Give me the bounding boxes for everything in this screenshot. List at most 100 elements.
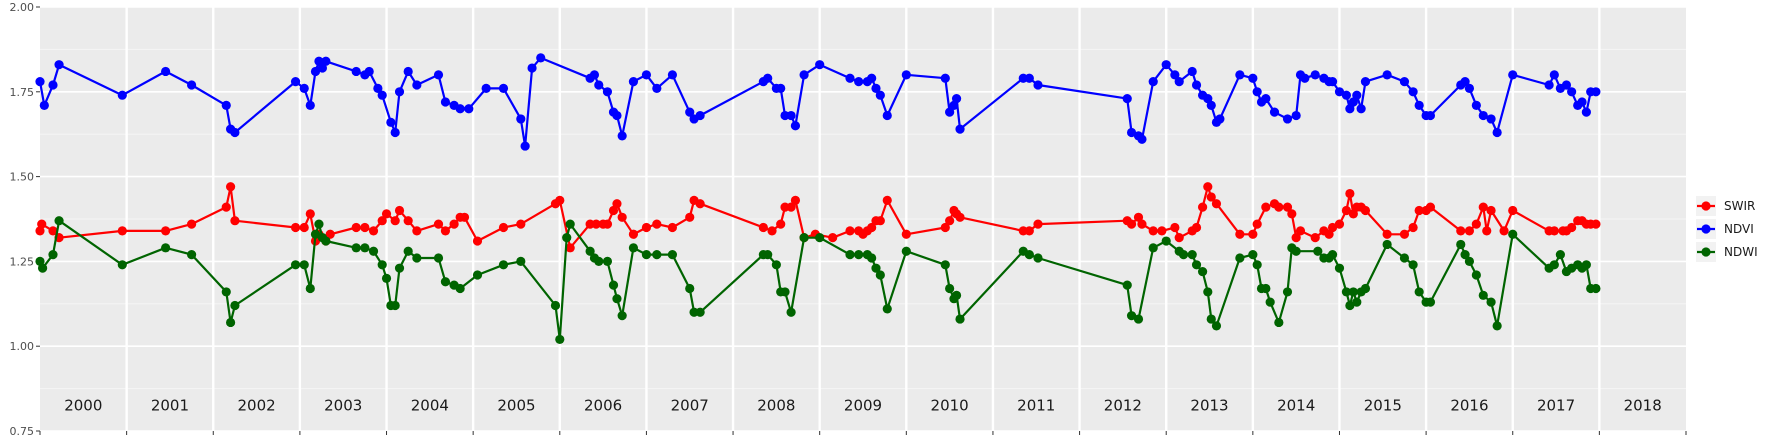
data-point [373, 83, 383, 94]
data-point [1126, 311, 1137, 321]
data-point [685, 107, 695, 117]
data-point [901, 246, 911, 256]
data-point [845, 250, 855, 260]
data-point [161, 243, 171, 253]
data-point [412, 80, 422, 90]
data-point [390, 127, 400, 138]
series-ndvi [35, 53, 1601, 151]
data-point [565, 219, 575, 229]
data-point [1324, 229, 1334, 239]
data-point [845, 73, 855, 83]
data-point [1408, 260, 1418, 270]
data-point [440, 277, 451, 287]
year-label: 2015 [1364, 397, 1402, 415]
data-point [290, 77, 301, 87]
data-point [351, 222, 361, 233]
data-point [433, 70, 444, 80]
year-label: 2002 [237, 397, 275, 415]
data-point [1148, 226, 1158, 236]
data-point [1549, 260, 1559, 270]
data-point [685, 212, 695, 222]
data-point [1567, 222, 1577, 233]
data-point [1191, 80, 1202, 90]
data-point [1425, 110, 1436, 121]
data-point [585, 246, 595, 256]
year-label: 2006 [584, 397, 622, 415]
data-point [1591, 87, 1601, 97]
data-point [317, 63, 328, 73]
data-point [1157, 226, 1167, 236]
data-point [35, 77, 45, 87]
y-tick-label: 1.25 [10, 255, 35, 268]
data-point [394, 263, 405, 273]
year-label: 2018 [1624, 397, 1662, 415]
data-point [667, 250, 678, 260]
data-point [1478, 202, 1488, 212]
data-point [1591, 283, 1601, 294]
data-point [1414, 287, 1424, 297]
data-point [1197, 202, 1208, 212]
data-point [520, 141, 530, 151]
data-point [1248, 250, 1258, 260]
data-point [1478, 110, 1488, 121]
data-point [1161, 60, 1171, 70]
data-point [1206, 192, 1216, 202]
data-point [48, 226, 58, 236]
data-point [117, 226, 127, 236]
data-point [433, 253, 444, 263]
data-point [1460, 77, 1470, 87]
data-point [225, 182, 236, 192]
data-point [351, 66, 361, 77]
data-point [368, 226, 379, 236]
y-tick-label: 2.00 [10, 1, 35, 14]
data-point [608, 205, 619, 216]
year-label: 2013 [1190, 397, 1228, 415]
data-point [299, 260, 309, 270]
data-point [481, 83, 491, 94]
data-point [1360, 77, 1371, 87]
data-point [1382, 229, 1392, 239]
data-point [230, 300, 240, 311]
data-point [612, 294, 622, 304]
legend-key-point [1701, 201, 1711, 211]
data-point [1348, 287, 1358, 297]
data-point [945, 107, 955, 117]
x-axis: 2000 2001 2002 2003 2004 2005 2006 2007 2008 2009… [39, 397, 1687, 435]
y-tick-label: 1.75 [10, 86, 35, 99]
data-point [459, 212, 470, 222]
data-point [555, 334, 565, 345]
data-point [641, 222, 652, 233]
legend-key-point [1701, 224, 1711, 234]
data-point [1492, 127, 1502, 138]
data-point [48, 250, 58, 260]
legend-key-point [1701, 247, 1711, 257]
legend-label: SWIR [1724, 199, 1755, 213]
data-point [39, 100, 49, 110]
data-point [1024, 73, 1034, 83]
data-point [1265, 297, 1275, 307]
data-point [815, 60, 825, 70]
year-label: 2000 [64, 397, 102, 415]
data-point [1191, 260, 1202, 270]
data-point [1327, 250, 1338, 260]
data-point [1425, 297, 1436, 307]
data-point [1352, 297, 1362, 307]
data-point [1549, 70, 1559, 80]
data-point [351, 243, 361, 253]
data-point [1282, 202, 1293, 212]
data-point [1174, 233, 1184, 243]
data-point [1478, 290, 1488, 300]
data-point [1345, 104, 1355, 114]
year-label: 2012 [1104, 397, 1142, 415]
data-point [1414, 205, 1424, 216]
data-point [602, 256, 613, 266]
data-point [1282, 287, 1293, 297]
data-point [882, 110, 892, 121]
data-point [440, 226, 451, 236]
data-point [612, 199, 622, 209]
data-point [1191, 222, 1202, 233]
data-point [1508, 70, 1518, 80]
data-point [854, 250, 864, 260]
data-point [776, 219, 786, 229]
data-point [901, 229, 911, 239]
